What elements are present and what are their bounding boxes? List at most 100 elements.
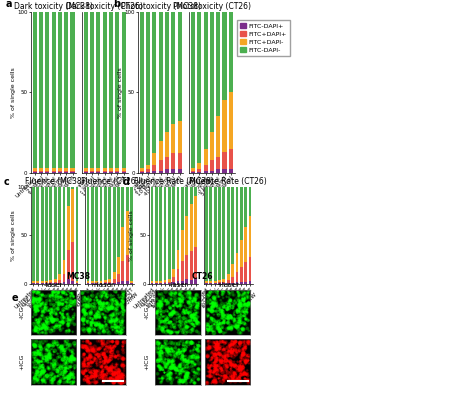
Bar: [75, 283, 78, 284]
Bar: [33, 172, 36, 173]
Bar: [210, 187, 212, 281]
Bar: [45, 172, 49, 173]
Bar: [41, 187, 44, 281]
Bar: [36, 281, 39, 283]
Bar: [109, 12, 113, 168]
Y-axis label: % of single cells: % of single cells: [129, 210, 134, 260]
Bar: [39, 168, 43, 171]
Bar: [244, 227, 247, 262]
Bar: [54, 282, 56, 283]
Bar: [152, 153, 156, 165]
Text: e: e: [12, 293, 18, 303]
Bar: [248, 187, 251, 216]
Bar: [164, 283, 166, 284]
Bar: [222, 279, 225, 282]
Bar: [45, 171, 49, 172]
Bar: [109, 279, 111, 282]
Bar: [197, 170, 201, 172]
Bar: [140, 12, 144, 168]
Title: Fluence Rate (MC38): Fluence Rate (MC38): [134, 177, 214, 186]
Text: +laser: +laser: [216, 282, 239, 288]
Bar: [91, 281, 94, 283]
Bar: [109, 172, 113, 173]
Bar: [87, 283, 90, 284]
Bar: [146, 172, 150, 173]
Bar: [115, 171, 119, 172]
Bar: [52, 172, 55, 173]
Bar: [194, 279, 197, 284]
Bar: [32, 283, 35, 284]
Bar: [45, 283, 48, 284]
Bar: [121, 281, 124, 284]
Bar: [191, 12, 195, 168]
Bar: [244, 262, 247, 282]
Bar: [210, 171, 214, 173]
Bar: [103, 12, 107, 168]
Bar: [71, 281, 74, 284]
Bar: [236, 253, 238, 272]
Bar: [210, 133, 214, 160]
Bar: [171, 12, 175, 125]
Bar: [71, 168, 74, 171]
Bar: [231, 187, 234, 264]
Title: Phototoxicity (CT26): Phototoxicity (CT26): [173, 2, 251, 11]
Bar: [178, 12, 182, 121]
Bar: [222, 100, 227, 152]
Bar: [194, 187, 197, 197]
Bar: [33, 171, 36, 172]
Bar: [222, 152, 227, 170]
Bar: [222, 282, 225, 283]
Bar: [52, 171, 55, 172]
Bar: [67, 250, 70, 279]
Bar: [58, 168, 62, 171]
Bar: [181, 262, 184, 281]
Bar: [178, 121, 182, 153]
Bar: [171, 153, 175, 170]
Bar: [151, 283, 154, 284]
Bar: [218, 187, 221, 280]
Bar: [159, 141, 163, 160]
Bar: [236, 187, 238, 253]
Bar: [39, 172, 43, 173]
Bar: [49, 282, 52, 283]
Bar: [173, 277, 175, 282]
Bar: [126, 255, 128, 281]
Bar: [216, 116, 220, 157]
Text: -ICG: -ICG: [145, 306, 149, 319]
Bar: [115, 168, 119, 171]
Bar: [45, 12, 49, 168]
Bar: [216, 170, 220, 173]
Bar: [231, 264, 234, 277]
Bar: [244, 282, 247, 284]
Bar: [146, 165, 150, 170]
Text: c: c: [4, 177, 9, 187]
Bar: [159, 160, 163, 171]
Bar: [52, 168, 55, 171]
Bar: [165, 170, 169, 173]
Bar: [64, 171, 68, 172]
Bar: [159, 171, 163, 173]
Y-axis label: % of single cells: % of single cells: [11, 67, 16, 118]
Bar: [63, 260, 65, 274]
Bar: [248, 256, 251, 281]
Bar: [90, 172, 94, 173]
Bar: [236, 282, 238, 284]
Title: Fluence Rate (CT26): Fluence Rate (CT26): [189, 177, 267, 186]
Bar: [95, 187, 98, 281]
Bar: [84, 168, 88, 171]
Bar: [87, 187, 90, 281]
Bar: [104, 187, 107, 280]
Text: +ICG: +ICG: [145, 354, 149, 370]
Bar: [171, 170, 175, 173]
Bar: [240, 240, 243, 267]
Bar: [197, 163, 201, 170]
Bar: [113, 279, 116, 283]
Bar: [36, 283, 39, 284]
Bar: [203, 165, 208, 171]
Bar: [126, 187, 128, 211]
Bar: [165, 157, 169, 170]
Legend: FITC-DAPI+, FITC+DAPI+, FITC+DAPI-, FITC-DAPI-: FITC-DAPI+, FITC+DAPI+, FITC+DAPI-, FITC…: [237, 20, 290, 56]
Bar: [63, 187, 65, 260]
Bar: [45, 168, 49, 171]
Bar: [222, 187, 225, 279]
